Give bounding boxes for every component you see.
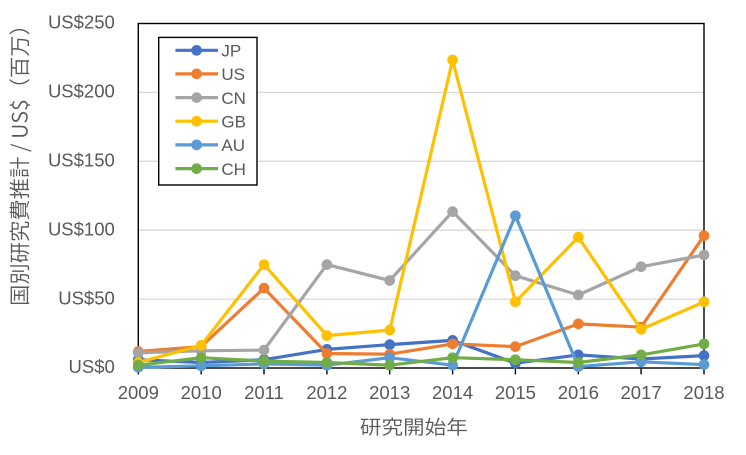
svg-text:2009: 2009 bbox=[118, 382, 159, 403]
svg-text:US$0: US$0 bbox=[69, 356, 115, 377]
svg-text:CH: CH bbox=[221, 160, 246, 179]
svg-text:US$50: US$50 bbox=[58, 287, 115, 308]
svg-text:US: US bbox=[221, 65, 245, 84]
svg-text:2018: 2018 bbox=[683, 382, 724, 403]
svg-text:2014: 2014 bbox=[432, 382, 473, 403]
svg-text:2017: 2017 bbox=[621, 382, 662, 403]
svg-text:US$150: US$150 bbox=[48, 150, 115, 171]
svg-text:US$100: US$100 bbox=[48, 218, 115, 239]
svg-text:US$250: US$250 bbox=[48, 12, 115, 33]
svg-text:2011: 2011 bbox=[244, 382, 284, 403]
svg-text:2016: 2016 bbox=[558, 382, 599, 403]
svg-text:2010: 2010 bbox=[181, 382, 222, 403]
svg-text:GB: GB bbox=[221, 112, 246, 131]
svg-text:2015: 2015 bbox=[495, 382, 536, 403]
svg-text:2012: 2012 bbox=[306, 382, 347, 403]
svg-text:US$200: US$200 bbox=[48, 81, 115, 102]
svg-text:CN: CN bbox=[221, 89, 246, 108]
svg-text:2013: 2013 bbox=[369, 382, 410, 403]
svg-text:JP: JP bbox=[221, 42, 241, 61]
svg-text:AU: AU bbox=[221, 136, 245, 155]
